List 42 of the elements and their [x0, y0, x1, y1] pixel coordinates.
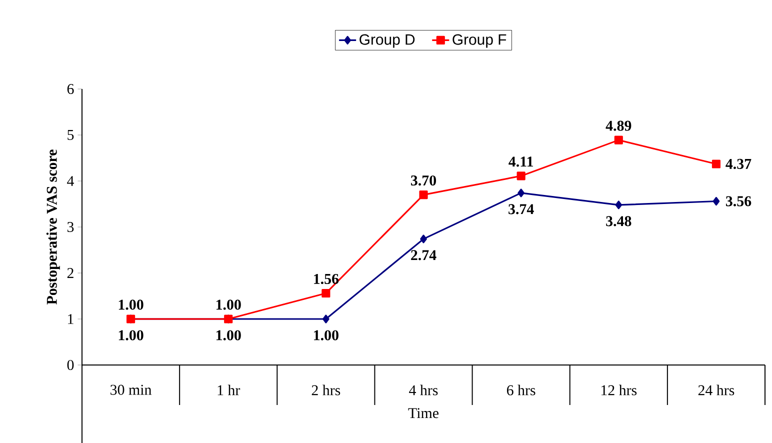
legend-label: Group D [360, 34, 415, 48]
data-label: 4.37 [726, 158, 752, 170]
x-tick-label: 2 hrs [312, 384, 340, 396]
x-tick-label: 30 min [110, 384, 152, 395]
point [712, 160, 721, 168]
data-label: 4.11 [508, 156, 533, 167]
x-axis-title: Time [408, 408, 438, 418]
point [516, 172, 526, 180]
data-label: 3.70 [410, 175, 436, 186]
point [518, 188, 524, 198]
point [614, 136, 623, 144]
point [322, 288, 330, 298]
y-tick-label: 1 [68, 314, 74, 324]
x-tick-label: 12 hrs [601, 384, 637, 396]
data-label: 3.48 [606, 216, 632, 226]
point [420, 234, 427, 244]
y-tick-label: 3 [67, 222, 74, 232]
data-label: 1.56 [314, 274, 339, 284]
x-tick-label: 1 hr [218, 384, 240, 396]
point [419, 190, 428, 200]
data-label: 3.56 [726, 196, 752, 206]
y-axis-title: Postoperative VAS score [46, 150, 60, 305]
data-label: 3.74 [508, 204, 534, 214]
data-label: 2.74 [411, 250, 436, 260]
data-label: 4.89 [606, 120, 632, 131]
point [712, 196, 720, 206]
data-label: 1.00 [118, 330, 144, 340]
data-label: 1.00 [118, 300, 144, 310]
y-tick-label: 6 [67, 84, 74, 94]
y-tick-label: 2 [67, 268, 74, 278]
data-label: 1.00 [216, 330, 241, 340]
x-tick-label: 24 hrs [698, 384, 734, 396]
data-label: 1.00 [314, 330, 338, 340]
y-tick-label: 4 [67, 176, 74, 186]
y-tick-label: 0 [67, 360, 74, 370]
data-label: 1.00 [216, 300, 241, 310]
x-tick-label: 6 hrs [506, 384, 536, 396]
point [615, 200, 622, 210]
legend-label: Group F [452, 34, 506, 48]
x-tick-label: 4 hrs [409, 384, 438, 396]
point [322, 314, 330, 324]
y-tick-label: 5 [68, 130, 74, 140]
